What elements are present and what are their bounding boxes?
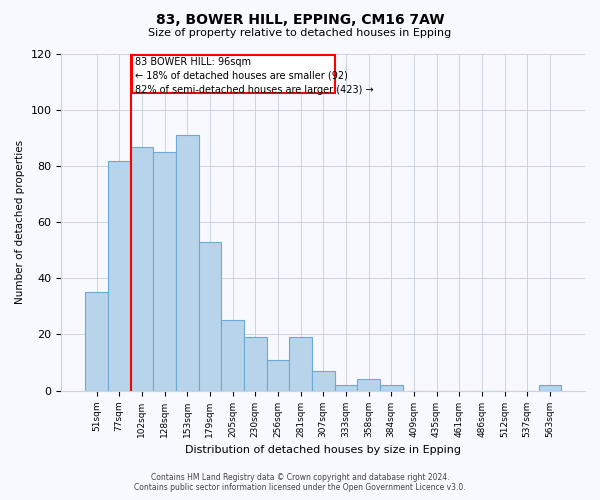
Bar [357, 380, 380, 390]
Bar [244, 338, 266, 390]
Bar [335, 385, 357, 390]
Bar [108, 160, 131, 390]
Bar [266, 360, 289, 390]
Bar [221, 320, 244, 390]
FancyBboxPatch shape [131, 56, 335, 94]
Bar [176, 136, 199, 390]
Text: 83, BOWER HILL, EPPING, CM16 7AW: 83, BOWER HILL, EPPING, CM16 7AW [156, 12, 444, 26]
X-axis label: Distribution of detached houses by size in Epping: Distribution of detached houses by size … [185, 445, 461, 455]
Bar [153, 152, 176, 390]
Bar [380, 385, 403, 390]
Text: Contains HM Land Registry data © Crown copyright and database right 2024.
Contai: Contains HM Land Registry data © Crown c… [134, 473, 466, 492]
Y-axis label: Number of detached properties: Number of detached properties [15, 140, 25, 304]
Bar [312, 371, 335, 390]
Bar [199, 242, 221, 390]
Bar [85, 292, 108, 390]
Bar [131, 146, 153, 390]
Text: Size of property relative to detached houses in Epping: Size of property relative to detached ho… [148, 28, 452, 38]
Bar [539, 385, 561, 390]
Text: 83 BOWER HILL: 96sqm
← 18% of detached houses are smaller (92)
82% of semi-detac: 83 BOWER HILL: 96sqm ← 18% of detached h… [135, 57, 374, 95]
Bar [289, 338, 312, 390]
